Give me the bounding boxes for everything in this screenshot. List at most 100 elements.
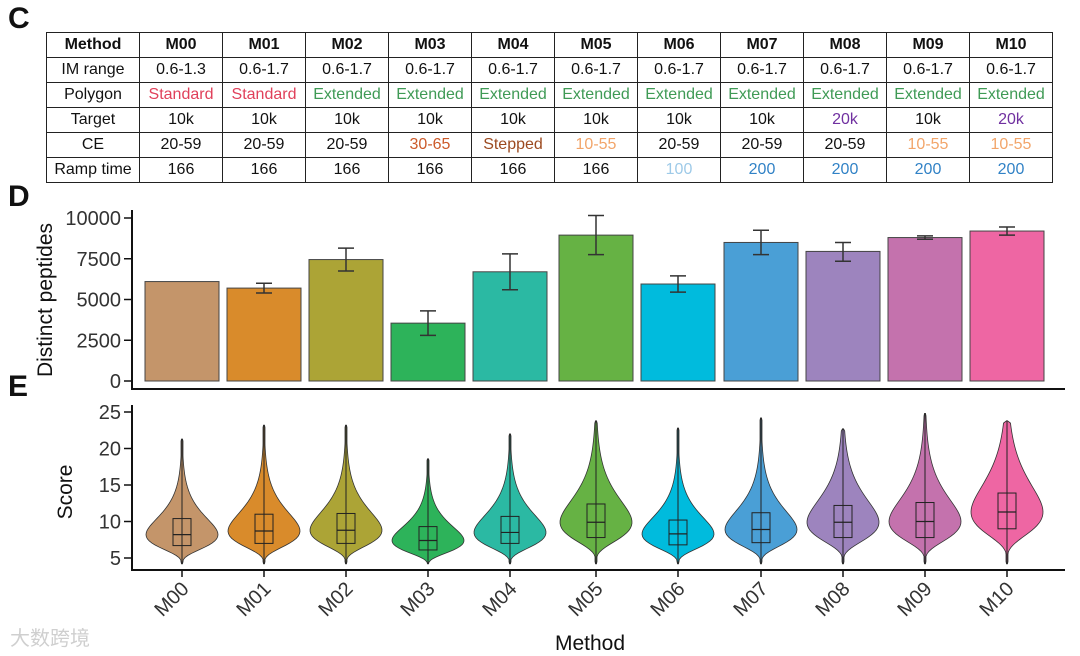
table-cell: Stepped [471, 132, 555, 158]
bar-M00 [144, 281, 220, 382]
x-axis-label: Method [555, 632, 625, 655]
box [586, 503, 606, 539]
table-header-cell: M09 [886, 32, 970, 58]
y-tick-label: 7500 [77, 249, 122, 271]
x-tick-label: M05 [564, 578, 607, 621]
table-cell: 0.6-1.7 [305, 57, 389, 83]
table-cell: Extended [969, 82, 1053, 108]
error-bar [588, 214, 604, 256]
table-cell: 200 [720, 157, 804, 183]
x-tick-label: M08 [811, 578, 854, 621]
watermark-logo: 大数跨境 [10, 628, 90, 650]
table-cell: 100 [637, 157, 721, 183]
table-cell: Extended [388, 82, 472, 108]
x-tick-label: M03 [396, 578, 439, 621]
table-header-cell: M07 [720, 32, 804, 58]
box [418, 526, 438, 551]
table-header-cell: M10 [969, 32, 1053, 58]
table-cell: 10k [471, 107, 555, 133]
y-tick-label: 5000 [77, 290, 122, 312]
error-bar [670, 275, 686, 293]
box [668, 519, 688, 546]
row-label: IM range [46, 57, 140, 83]
bar-M08 [805, 250, 881, 382]
table-header-cell: M02 [305, 32, 389, 58]
x-tick-label: M00 [150, 578, 193, 621]
error-bar [999, 226, 1015, 236]
box [833, 504, 853, 539]
table-cell: 200 [803, 157, 887, 183]
row-label: CE [46, 132, 140, 158]
bar-M09 [887, 237, 963, 382]
table-row: CE 20-59 20-59 20-59 30-65 Stepped 10-55 20-59 2… [46, 132, 1053, 158]
box [336, 512, 356, 544]
table-cell: 20k [803, 107, 887, 133]
error-bar [917, 235, 933, 240]
box [751, 512, 771, 544]
table-cell: 166 [471, 157, 555, 183]
box [172, 518, 192, 547]
table-cell: 200 [969, 157, 1053, 183]
table-cell: 166 [388, 157, 472, 183]
table-header-cell: M04 [471, 32, 555, 58]
table-cell: 10k [886, 107, 970, 133]
table-cell: 10k [305, 107, 389, 133]
y-tick-label: 0 [110, 371, 121, 393]
y-axis-label: Distinct peptides [34, 223, 57, 377]
table-cell: 10-55 [886, 132, 970, 158]
y-tick-label: 15 [99, 475, 121, 497]
error-bar [753, 229, 769, 256]
y-tick-label: 2500 [77, 330, 122, 352]
error-bar [338, 247, 354, 272]
box [500, 515, 520, 544]
x-tick-label: M02 [314, 578, 357, 621]
table-cell: 0.6-1.7 [554, 57, 638, 83]
table-row: Ramp time 166 166 166 166 166 166 100 200 200 200 2… [46, 157, 1053, 183]
table-cell: 20k [969, 107, 1053, 133]
row-label: Polygon [46, 82, 140, 108]
bar-M02 [308, 259, 384, 382]
table-cell: 0.6-1.7 [969, 57, 1053, 83]
table-cell: 20-59 [803, 132, 887, 158]
y-tick-label: 25 [99, 402, 121, 424]
bar-M06 [640, 283, 716, 382]
table-cell: Standard [139, 82, 223, 108]
panel-label-e: E [8, 370, 29, 403]
table-header-cell: M00 [139, 32, 223, 58]
bar-M01 [226, 287, 302, 382]
bar-M10 [969, 230, 1045, 382]
y-axis-label: Score [54, 465, 77, 520]
table-cell: 10k [139, 107, 223, 133]
box [915, 502, 935, 539]
table-cell: 200 [886, 157, 970, 183]
error-bar [502, 253, 518, 291]
box [997, 492, 1017, 530]
table-cell: 0.6-1.7 [388, 57, 472, 83]
y-tick-label: 10000 [65, 208, 121, 230]
error-bar [835, 241, 851, 262]
y-tick-label: 20 [99, 439, 121, 461]
table-cell: Extended [471, 82, 555, 108]
table-cell: 166 [222, 157, 306, 183]
x-tick-label: M06 [646, 578, 689, 621]
error-bar [420, 310, 436, 337]
table-cell: Extended [886, 82, 970, 108]
table-cell: 0.6-1.7 [720, 57, 804, 83]
x-tick-label: M04 [478, 578, 521, 621]
y-tick-label: 5 [110, 548, 121, 570]
table-cell: 0.6-1.7 [471, 57, 555, 83]
x-tick-label: M09 [893, 578, 936, 621]
bar-M07 [723, 241, 799, 382]
table-cell: 10-55 [554, 132, 638, 158]
table-cell: Extended [803, 82, 887, 108]
table-cell: 10k [637, 107, 721, 133]
table-cell: 20-59 [222, 132, 306, 158]
table-cell: 166 [139, 157, 223, 183]
x-tick-label: M01 [232, 578, 275, 621]
x-tick-label: M07 [729, 578, 772, 621]
methods-table: Method M00 M01 M02 M03 M04 M05 M06 M07 M08 M09 M10 I… [46, 32, 1053, 183]
table-header-cell: Method [46, 32, 140, 58]
table-header-cell: M03 [388, 32, 472, 58]
table-row: Polygon Standard Standard Extended Extended E… [46, 82, 1053, 108]
